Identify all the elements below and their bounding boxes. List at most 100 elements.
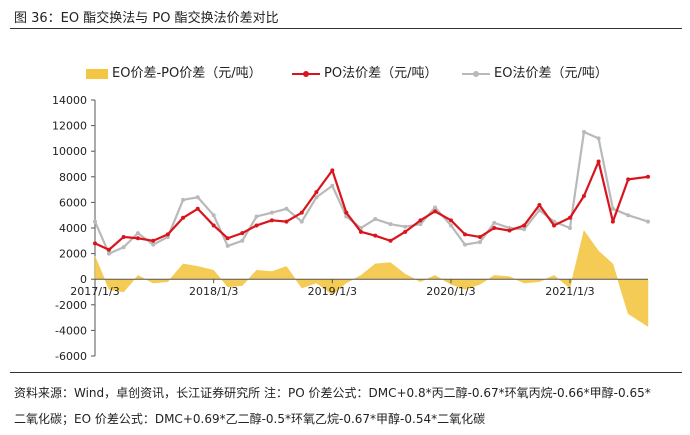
eo-data-point	[106, 251, 111, 256]
eo-data-point	[646, 219, 650, 224]
eo-data-point	[537, 208, 542, 213]
po-data-point	[269, 218, 274, 223]
formula-note: 二氧化碳；EO 价差公式：DMC+0.69*乙二醇-0.5*环氧乙烷-0.67*…	[14, 412, 486, 426]
y-tick-label: 10000	[52, 145, 87, 158]
legend-item-eo-minus-po: EO价差-PO价差（元/吨）	[86, 62, 262, 81]
series-area-eo-minus-po	[94, 229, 649, 328]
eo-data-point	[269, 210, 274, 215]
po-data-point	[254, 223, 259, 228]
po-data-point	[646, 174, 650, 179]
eo-data-point	[195, 195, 200, 200]
eo-data-point	[581, 130, 586, 134]
po-data-point	[462, 232, 467, 237]
y-tick-label: 8000	[59, 171, 87, 184]
y-tick-label: 2000	[59, 248, 87, 261]
legend-item-po: PO法价差（元/吨）	[292, 62, 437, 81]
eo-data-point	[240, 238, 245, 243]
po-data-point	[581, 194, 586, 198]
po-data-point	[344, 210, 349, 215]
po-data-point	[418, 218, 423, 223]
y-tick-label: -6000	[55, 350, 87, 362]
legend-swatch-area	[86, 68, 108, 79]
po-data-point	[537, 202, 542, 207]
po-data-point	[433, 209, 438, 214]
po-data-point	[284, 219, 289, 224]
eo-data-point	[462, 242, 467, 247]
po-data-point	[93, 241, 97, 246]
y-tick-label: 4000	[59, 222, 87, 235]
bottom-rule	[10, 372, 682, 373]
figure-title: 图 36：EO 酯交换法与 PO 酯交换法价差对比	[14, 11, 279, 26]
eo-data-point	[135, 231, 140, 236]
po-data-point	[448, 218, 453, 223]
source-note: 资料来源：Wind，卓创资讯，长江证券研究所 注：PO 价差公式：DMC+0.8…	[14, 386, 651, 400]
po-data-point	[165, 232, 170, 237]
po-data-point	[626, 177, 631, 182]
legend-label: EO法价差（元/吨）	[494, 66, 608, 81]
po-data-point	[330, 168, 335, 173]
eo-data-point	[373, 217, 378, 222]
series-line-eo	[93, 130, 649, 255]
legend-swatch-line	[292, 69, 320, 79]
po-data-point	[106, 247, 111, 252]
po-data-point	[552, 223, 557, 228]
po-data-point	[477, 234, 482, 239]
eo-data-point	[433, 205, 438, 210]
po-data-point	[240, 231, 245, 236]
eo-data-point	[151, 242, 156, 247]
top-rule	[10, 28, 682, 29]
chart-legend: EO价差-PO价差（元/吨） PO法价差（元/吨） EO法价差（元/吨）	[0, 62, 690, 81]
eo-data-point	[567, 226, 572, 230]
y-tick-label: -4000	[55, 324, 87, 337]
x-tick-label: 2017/1/3	[70, 285, 119, 298]
eo-data-point	[403, 224, 408, 229]
y-tick-label: 6000	[59, 196, 87, 209]
po-data-point	[567, 215, 572, 220]
eo-data-point	[225, 243, 230, 248]
eo-data-point	[492, 220, 497, 225]
eo-data-point	[388, 222, 393, 227]
x-tick-label: 2019/1/3	[308, 285, 357, 298]
eo-data-point	[330, 183, 335, 188]
po-data-point	[135, 236, 140, 241]
po-data-point	[507, 228, 512, 233]
eo-data-point	[211, 213, 216, 218]
eo-data-point	[596, 136, 601, 141]
eo-data-point	[93, 219, 97, 224]
eo-data-point	[477, 240, 482, 245]
po-data-point	[596, 159, 601, 164]
eo-data-point	[522, 227, 527, 232]
po-data-point	[314, 190, 319, 195]
legend-label: PO法价差（元/吨）	[324, 66, 438, 81]
po-data-point	[195, 206, 200, 211]
eo-data-point	[314, 195, 319, 200]
eo-data-point	[610, 206, 615, 211]
x-tick-label: 2021/1/3	[545, 285, 594, 298]
series-line-po	[94, 160, 649, 251]
po-data-point	[211, 223, 216, 228]
x-tick-label: 2020/1/3	[426, 285, 475, 298]
eo-data-point	[448, 223, 453, 228]
eo-data-point	[254, 214, 259, 219]
eo-data-point	[418, 222, 423, 227]
po-data-point	[151, 238, 156, 243]
po-data-point	[299, 210, 304, 215]
y-tick-label: 12000	[52, 120, 87, 133]
po-data-point	[373, 233, 378, 238]
legend-item-eo: EO法价差（元/吨）	[462, 62, 608, 81]
eo-data-point	[284, 206, 289, 211]
y-tick-label: -2000	[55, 299, 87, 312]
po-data-point	[121, 234, 126, 239]
eo-data-point	[626, 213, 631, 218]
y-tick-label: 14000	[52, 94, 87, 107]
eo-data-point	[181, 197, 186, 202]
po-data-point	[610, 219, 615, 224]
eo-data-point	[121, 245, 126, 250]
po-data-point	[403, 229, 408, 234]
po-data-point	[388, 238, 393, 243]
po-data-point	[225, 236, 230, 241]
po-data-point	[522, 223, 527, 228]
eo-data-point	[299, 219, 304, 224]
y-tick-label: 0	[80, 273, 87, 286]
spread-line-chart: 14000 12000 10000 8000 6000 4000 2000 0 -2000 -40…	[52, 94, 650, 362]
